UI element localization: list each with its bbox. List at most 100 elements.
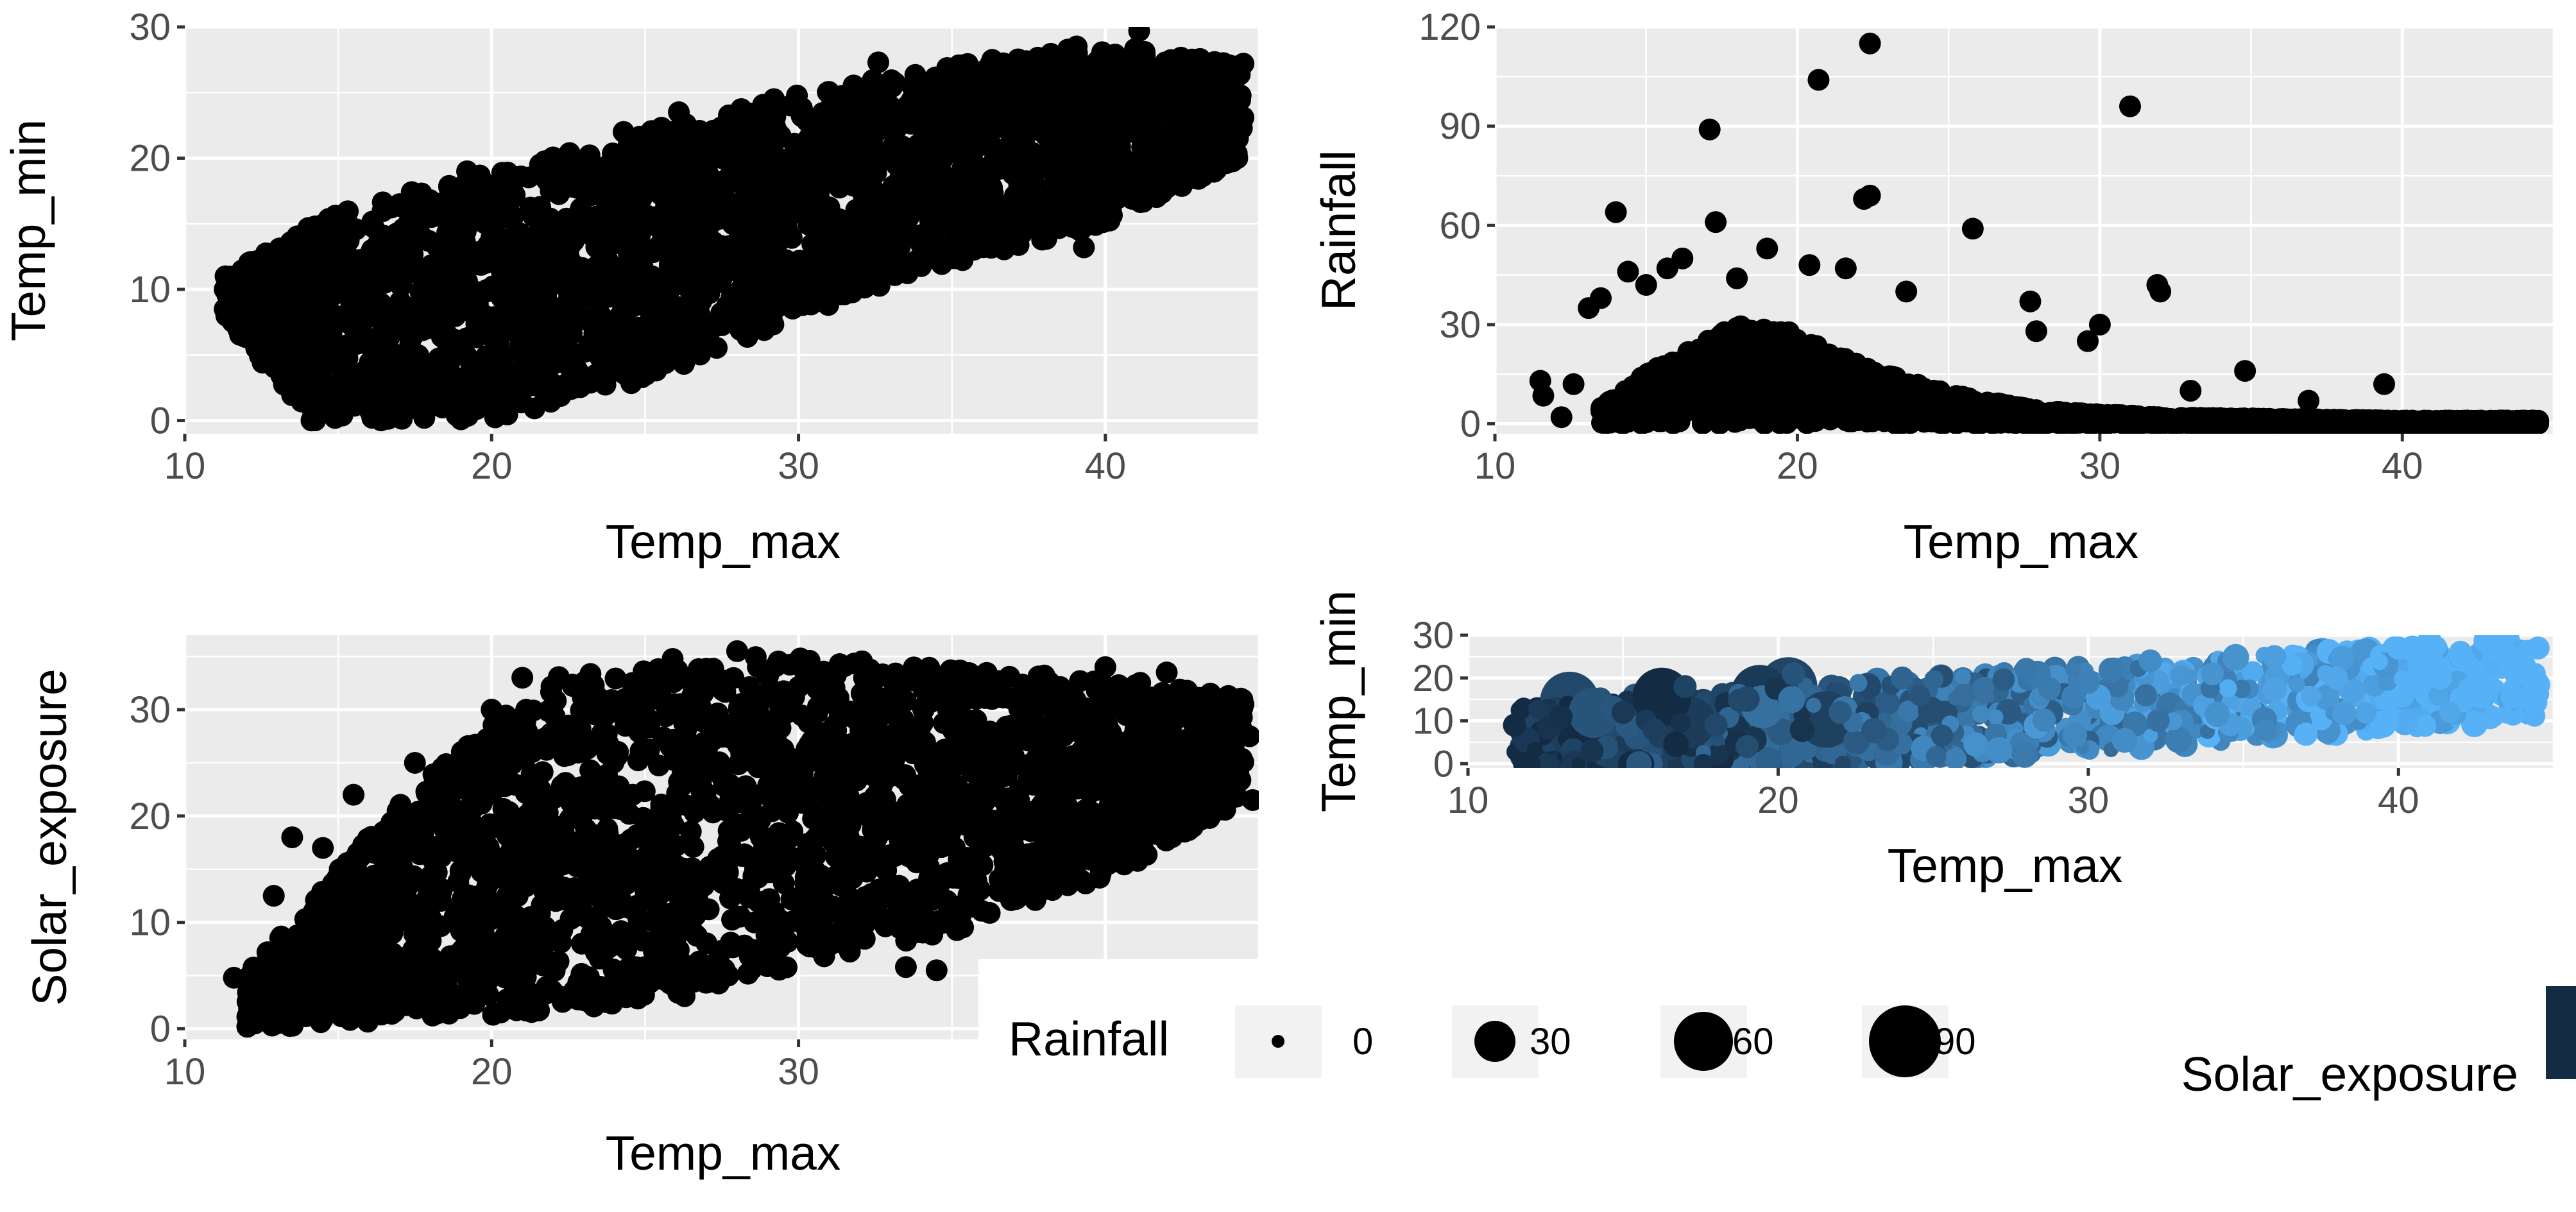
scatter-point — [760, 312, 783, 335]
y-tick-label: 20 — [129, 138, 171, 180]
scatter-point — [377, 317, 400, 339]
scatter-point — [1086, 92, 1108, 115]
scatter-point — [890, 259, 912, 281]
scatter-point — [668, 101, 690, 123]
scatter-point — [298, 380, 321, 402]
scatter-point — [711, 314, 733, 336]
scatter-point — [839, 131, 861, 153]
scatter-point — [1044, 166, 1066, 189]
scatter-point — [1080, 194, 1102, 217]
scatter-point — [724, 247, 747, 269]
scatter-point — [361, 210, 384, 233]
scatter-point — [560, 232, 583, 255]
scatter-point — [451, 237, 473, 259]
y-tick-label: 10 — [129, 269, 171, 311]
scatter-point — [1233, 53, 1255, 75]
scatter-point — [371, 191, 394, 214]
scatter-point — [949, 101, 971, 123]
scatter-point — [456, 160, 479, 182]
scatter-point — [1152, 126, 1174, 148]
scatter-point — [1035, 228, 1057, 250]
scatter-point — [496, 383, 518, 405]
scatter-point — [357, 330, 379, 353]
scatter-point — [521, 319, 543, 341]
scatter-point — [806, 163, 828, 185]
scatter-point — [693, 193, 715, 216]
scatter-point — [402, 344, 424, 366]
scatter-point — [1128, 27, 1150, 42]
scatter-point — [709, 234, 731, 257]
scatter-point — [380, 353, 403, 375]
scatter-point — [607, 200, 629, 223]
scatter-point — [646, 210, 669, 233]
x-tick-label: 40 — [1085, 445, 1127, 487]
scatter-point — [326, 373, 348, 396]
scatter-point — [322, 258, 345, 280]
scatter-point — [710, 120, 732, 142]
scatter-point — [296, 226, 319, 248]
scatter-point — [402, 323, 425, 346]
scatter-point — [1163, 107, 1185, 130]
scatter-point — [1174, 169, 1197, 192]
x-tick-label: 20 — [1777, 445, 1818, 487]
scatter-point — [469, 253, 491, 276]
scatter-point — [774, 249, 797, 271]
scatter-point — [346, 371, 368, 393]
scatter-point — [791, 101, 814, 123]
x-axis-title: Temp_max — [1904, 515, 2139, 568]
scatter-point — [901, 76, 924, 99]
scatter-point — [1168, 51, 1190, 74]
scatter-point — [431, 397, 454, 419]
scatter-point — [1193, 155, 1215, 177]
scatter-point — [792, 190, 814, 212]
scatter-point — [856, 205, 878, 228]
scatter-point — [1036, 144, 1058, 166]
scatter-point — [542, 318, 564, 340]
scatter-point — [945, 141, 968, 164]
scatter-point — [496, 277, 518, 300]
scatter-point — [1073, 236, 1095, 259]
scatter-point — [871, 226, 894, 249]
scatter-point — [1086, 165, 1108, 187]
scatter-point — [400, 261, 422, 284]
scatter-point — [640, 120, 663, 142]
scatter-point — [923, 143, 945, 166]
scatter-point — [1019, 109, 1042, 132]
scatter-point — [420, 260, 442, 282]
scatter-point — [672, 353, 695, 375]
scatter-point — [1057, 38, 1079, 61]
scatter-point — [1022, 54, 1045, 76]
scatter-point — [474, 365, 497, 388]
scatter-point — [388, 193, 411, 216]
scatter-point — [773, 224, 796, 246]
scatter-point — [510, 166, 533, 188]
scatter-point — [978, 126, 1000, 149]
scatter-point — [948, 85, 970, 107]
scatter-point — [994, 225, 1017, 247]
scatter-point — [314, 219, 336, 242]
scatter-point — [838, 82, 860, 105]
scatter-point — [729, 319, 751, 341]
scatter-point — [602, 265, 624, 287]
scatter-point — [819, 243, 841, 266]
scatter-point — [991, 200, 1013, 223]
scatter-point — [394, 233, 416, 255]
x-tick-label: 30 — [778, 445, 819, 487]
scatter-point — [368, 240, 391, 262]
scatter-point — [1192, 117, 1215, 139]
scatter-point — [489, 201, 511, 223]
scatter-point — [558, 355, 580, 377]
y-tick-label: 120 — [1419, 6, 1481, 48]
scatter-point — [641, 290, 663, 312]
scatter-point — [400, 371, 423, 394]
scatter-point — [626, 175, 649, 198]
scatter-point — [966, 155, 988, 178]
scatter-point — [389, 290, 411, 312]
scatter-point — [504, 184, 526, 206]
scatter-point — [560, 378, 583, 400]
x-tick-label: 10 — [1474, 445, 1516, 487]
scatter-point — [844, 277, 867, 300]
y-tick-label: 30 — [129, 6, 171, 48]
scatter-point — [477, 389, 499, 412]
